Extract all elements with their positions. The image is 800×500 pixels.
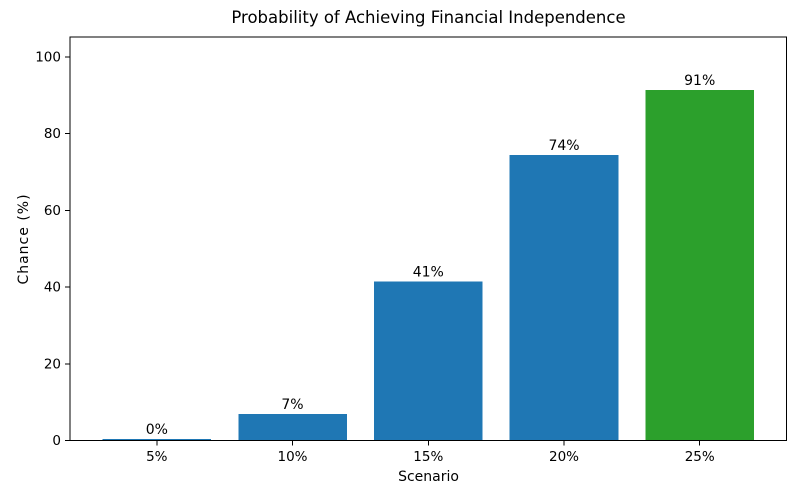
chart-title: Probability of Achieving Financial Indep… (231, 8, 626, 27)
y-tick-label: 60 (44, 203, 61, 219)
y-tick-label: 100 (35, 49, 61, 65)
y-tick-label: 0 (52, 433, 61, 449)
y-tick-label: 20 (44, 356, 61, 372)
x-tick-label: 10% (277, 449, 307, 465)
bar (645, 89, 754, 441)
bar (374, 281, 483, 441)
bar-value-label: 41% (413, 265, 444, 281)
bar (238, 414, 347, 441)
y-axis-label: Chance (%) (16, 193, 32, 285)
x-axis-label: Scenario (398, 469, 459, 485)
bar (509, 155, 619, 441)
bar-value-label: 0% (146, 422, 168, 438)
x-tick-label: 5% (146, 449, 168, 465)
x-tick-label: 15% (413, 449, 443, 465)
bar-value-label: 91% (684, 73, 715, 89)
y-tick-label: 40 (44, 280, 61, 296)
y-tick-label: 80 (44, 126, 61, 142)
bar-value-label: 7% (281, 397, 303, 413)
bar-value-label: 74% (548, 138, 579, 154)
x-tick-label: 25% (685, 449, 715, 465)
bar (102, 439, 212, 441)
x-tick-label: 20% (549, 449, 579, 465)
